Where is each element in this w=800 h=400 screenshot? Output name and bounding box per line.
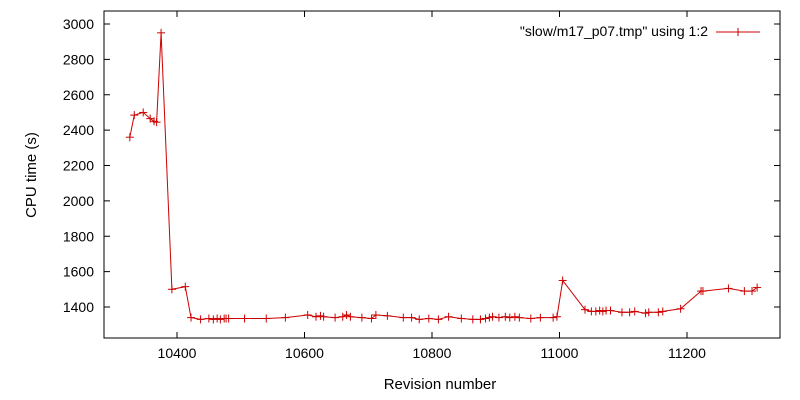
- data-point-marker: [216, 315, 225, 324]
- data-point-marker: [641, 309, 650, 318]
- data-point-marker: [536, 313, 545, 322]
- data-point-marker: [187, 313, 196, 322]
- axis-ticks: [104, 11, 780, 338]
- data-point-marker: [152, 118, 161, 127]
- data-point-marker: [505, 313, 514, 322]
- plot-frame: [103, 10, 781, 339]
- legend-marker-icon: [734, 28, 742, 36]
- x-tick-label: 10600: [285, 345, 324, 361]
- y-tick-label: 1800: [63, 228, 94, 244]
- legend: "slow/m17_p07.tmp" using 1:2: [520, 23, 760, 39]
- data-point-marker: [407, 313, 416, 322]
- data-point-marker: [331, 313, 340, 322]
- data-point-marker: [748, 287, 757, 296]
- data-point-marker: [316, 311, 325, 320]
- data-point-marker: [698, 287, 707, 296]
- data-point-marker: [213, 314, 222, 323]
- data-point-marker: [424, 314, 433, 323]
- y-tick-label: 2200: [63, 158, 94, 174]
- data-point-marker: [658, 307, 667, 316]
- y-tick-label: 2000: [63, 193, 94, 209]
- series-line: [129, 32, 758, 320]
- data-point-marker: [346, 312, 355, 321]
- data-point-marker: [617, 308, 626, 317]
- data-point-marker: [399, 313, 408, 322]
- data-point-marker: [181, 282, 190, 291]
- axis-tick-labels: 10400 10600 10800 11000 11200 1400 1600 1800 200…: [63, 16, 706, 361]
- data-point-marker: [457, 314, 466, 323]
- y-tick-label: 2600: [63, 87, 94, 103]
- data-point-marker: [625, 308, 634, 317]
- data-point-marker: [515, 313, 524, 322]
- data-point-marker: [415, 315, 424, 324]
- data-point-marker: [167, 285, 176, 294]
- data-point-marker: [510, 312, 519, 321]
- data-point-marker: [676, 304, 685, 313]
- data-point-marker: [481, 314, 490, 323]
- y-tick-label: 3000: [63, 16, 94, 32]
- legend-label: "slow/m17_p07.tmp" using 1:2: [520, 23, 708, 39]
- data-point-marker: [371, 310, 380, 319]
- data-point-marker: [591, 307, 600, 316]
- y-tick-label: 2400: [63, 122, 94, 138]
- data-point-marker: [444, 312, 453, 321]
- data-point-marker: [526, 314, 535, 323]
- data-point-marker: [338, 312, 347, 321]
- data-point-marker: [558, 276, 567, 285]
- data-point-marker: [630, 307, 639, 316]
- data-point-marker: [654, 308, 663, 317]
- data-point-marker: [753, 283, 762, 292]
- y-axis-label: CPU time (s): [23, 132, 40, 218]
- data-point-marker: [130, 111, 139, 120]
- data-point-marker: [224, 314, 233, 323]
- data-point-marker: [488, 312, 497, 321]
- data-point-marker: [581, 305, 589, 314]
- data-point-marker: [383, 311, 392, 320]
- x-tick-label: 11200: [668, 345, 706, 361]
- data-point-marker: [342, 310, 351, 319]
- data-point-marker: [724, 284, 733, 293]
- data-point-marker: [644, 308, 653, 317]
- x-tick-label: 10400: [158, 345, 197, 361]
- data-point-marker: [357, 313, 366, 322]
- data-point-marker: [311, 312, 320, 321]
- data-point-marker: [196, 315, 205, 324]
- data-point-marker: [157, 28, 166, 37]
- x-tick-label: 11000: [541, 345, 579, 361]
- data-point-marker: [209, 315, 218, 324]
- data-point-marker: [549, 313, 558, 322]
- data-point-marker: [476, 315, 485, 324]
- data-point-marker: [501, 312, 510, 321]
- data-point-marker: [125, 133, 134, 142]
- series-layer: [125, 28, 762, 324]
- data-point-marker: [552, 312, 561, 321]
- data-point-marker: [262, 314, 271, 323]
- y-tick-label: 2800: [63, 51, 94, 67]
- x-tick-label: 10800: [413, 345, 452, 361]
- data-point-marker: [139, 108, 148, 117]
- data-point-marker: [494, 313, 503, 322]
- data-point-marker: [204, 314, 213, 323]
- data-point-marker: [319, 312, 328, 321]
- data-point-marker: [240, 314, 249, 323]
- data-point-marker: [485, 313, 494, 322]
- data-point-marker: [740, 287, 749, 296]
- y-tick-label: 1400: [63, 299, 94, 315]
- x-axis-label: Revision number: [384, 376, 497, 393]
- data-point-marker: [281, 313, 290, 322]
- data-point-marker: [598, 307, 607, 316]
- data-point-marker: [434, 315, 443, 324]
- data-point-marker: [367, 314, 376, 323]
- data-point-marker: [303, 310, 312, 319]
- data-point-marker: [468, 315, 477, 324]
- y-tick-label: 1600: [63, 264, 94, 280]
- data-point-marker: [606, 306, 615, 315]
